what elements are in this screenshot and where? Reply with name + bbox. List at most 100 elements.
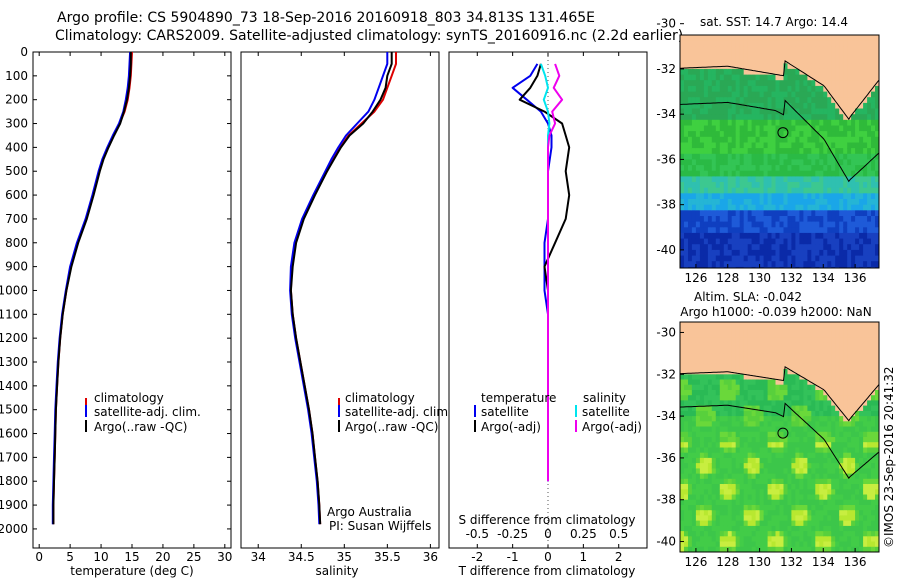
ocean-cell <box>723 494 729 501</box>
ocean-cell <box>767 426 773 433</box>
ocean-cell <box>815 463 820 469</box>
ocean-cell <box>711 210 717 217</box>
ocean-cell <box>839 266 844 268</box>
land-cell <box>759 40 765 47</box>
land-cell <box>763 332 769 339</box>
land-cell <box>839 410 844 417</box>
land-cell <box>695 348 701 354</box>
ocean-cell <box>735 261 741 268</box>
land-cell <box>731 322 737 328</box>
land-cell <box>775 379 780 386</box>
ocean-cell <box>783 68 788 76</box>
ocean-cell <box>835 437 840 443</box>
ocean-cell <box>851 541 856 548</box>
land-cell <box>875 18 880 24</box>
ocean-cell <box>799 494 804 501</box>
x-tick-label: 0 <box>35 550 43 564</box>
ocean-cell <box>823 91 828 98</box>
ocean-cell <box>715 244 721 251</box>
ocean-cell <box>715 400 721 407</box>
ocean-cell <box>779 216 784 223</box>
ocean-cell <box>787 410 792 417</box>
ocean-cell <box>835 489 840 495</box>
land-cell <box>831 57 836 64</box>
ocean-cell <box>803 489 808 495</box>
ocean-cell <box>807 505 812 511</box>
land-cell <box>695 63 701 70</box>
ocean-cell <box>747 447 753 454</box>
ocean-cell <box>875 390 879 396</box>
ocean-cell <box>723 238 729 245</box>
ocean-cell <box>835 525 840 532</box>
ocean-cell <box>827 489 832 495</box>
ocean-cell <box>803 187 808 194</box>
ocean-cell <box>684 405 689 412</box>
ocean-cell <box>771 426 776 433</box>
ocean-cell <box>711 510 717 516</box>
ocean-cell <box>740 557 745 563</box>
ocean-cell <box>688 204 693 211</box>
ocean-cell <box>819 431 824 438</box>
ocean-cell <box>799 384 804 391</box>
ocean-cell <box>803 400 808 407</box>
ocean-cell <box>707 261 713 268</box>
ocean-cell <box>695 165 701 172</box>
ocean-cell <box>803 426 808 433</box>
ocean-cell <box>771 489 776 495</box>
land-cell <box>779 46 784 53</box>
ocean-cell <box>831 473 836 480</box>
ocean-cell <box>823 187 828 194</box>
ocean-cell <box>751 249 757 257</box>
ocean-cell <box>815 176 820 183</box>
land-cell <box>807 363 812 370</box>
ocean-cell <box>835 468 840 475</box>
land-cell <box>711 52 717 59</box>
land-cell <box>691 46 697 53</box>
ocean-cell <box>703 165 709 172</box>
ocean-cell <box>783 102 788 110</box>
land-cell <box>775 40 780 47</box>
ocean-cell <box>755 473 761 480</box>
ocean-cell <box>703 170 709 177</box>
ocean-cell <box>747 531 753 537</box>
ocean-cell <box>699 510 705 516</box>
ocean-cell <box>831 204 836 211</box>
ocean-cell <box>875 515 879 522</box>
ocean-cell <box>772 557 777 563</box>
ocean-cell <box>855 437 860 443</box>
ocean-cell <box>707 193 713 200</box>
ocean-cell <box>684 187 689 194</box>
land-cell <box>791 363 796 370</box>
ocean-cell <box>839 541 844 548</box>
ocean-cell <box>823 204 828 211</box>
ocean-cell <box>775 421 780 427</box>
ocean-cell <box>783 176 788 183</box>
land-cell <box>767 57 773 64</box>
land-cell <box>767 40 773 47</box>
ocean-cell <box>827 136 832 143</box>
ocean-cell <box>791 108 796 115</box>
ocean-cell <box>759 478 765 485</box>
ocean-cell <box>843 125 848 132</box>
ocean-cell <box>695 232 701 240</box>
ocean-cell <box>763 153 769 160</box>
land-cell <box>751 46 757 53</box>
ocean-cell <box>743 525 749 532</box>
ocean-cell <box>831 515 836 522</box>
ocean-cell <box>703 108 709 115</box>
ocean-cell <box>731 489 737 495</box>
ocean-cell <box>795 204 800 211</box>
ocean-cell <box>731 531 737 537</box>
ocean-cell <box>783 255 788 262</box>
land-cell <box>727 46 733 53</box>
ocean-cell <box>847 131 852 138</box>
ocean-cell <box>767 108 773 115</box>
ocean-cell <box>739 68 745 76</box>
ocean-cell <box>875 531 879 537</box>
land-cell <box>843 337 848 344</box>
ocean-cell <box>711 384 717 391</box>
ocean-cell <box>731 541 737 548</box>
ocean-cell <box>751 187 757 194</box>
land-cell <box>859 74 864 81</box>
ocean-cell <box>715 199 721 206</box>
